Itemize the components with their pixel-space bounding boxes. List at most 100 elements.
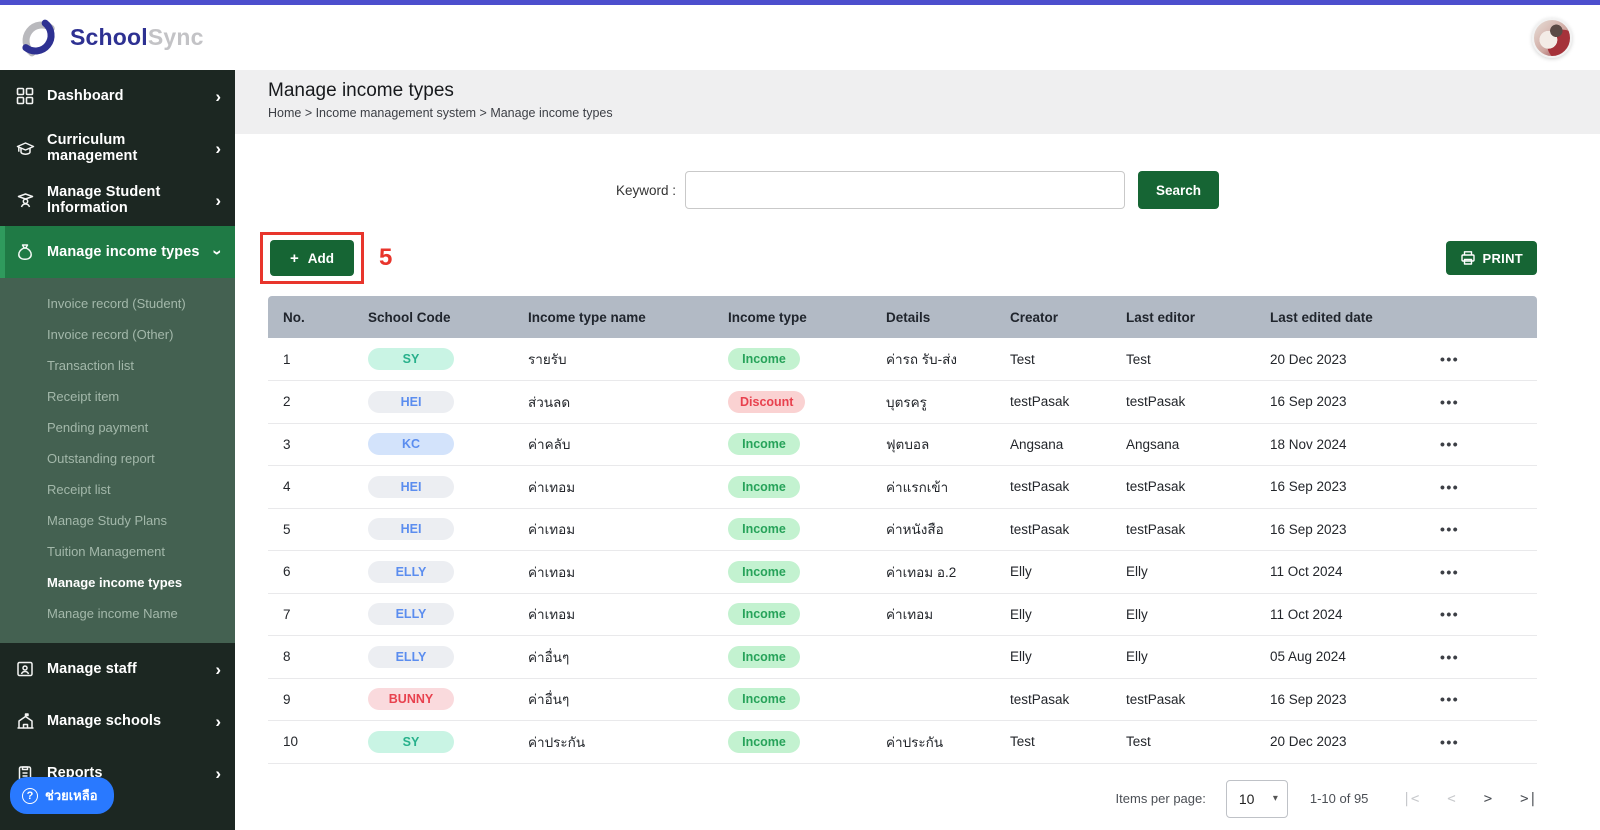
sidebar-subitem-manage-income-types[interactable]: Manage income types	[47, 575, 183, 590]
sidebar-item-curriculum-management[interactable]: Curriculum management ›	[0, 122, 235, 174]
sidebar-subitem-outstanding-report[interactable]: Outstanding report	[47, 451, 155, 466]
brand-logo[interactable]: SchoolSync	[18, 17, 204, 59]
income-type-badge: Income	[728, 645, 800, 668]
table-cell: •••	[1425, 380, 1537, 424]
plus-icon: +	[290, 249, 299, 267]
sidebar-item-manage-staff[interactable]: Manage staff ›	[0, 643, 235, 695]
row-actions-button[interactable]: •••	[1440, 563, 1460, 580]
sidebar-item-manage-student-information[interactable]: Manage Student Information ›	[0, 174, 235, 226]
income-type-name: ค่าประกัน	[513, 720, 713, 764]
sidebar-subitem-manage-income-name[interactable]: Manage income Name	[47, 606, 178, 621]
table-row: 7 ELLY ค่าเทอม Income ค่าเทอม Elly Elly 11 Oct …	[268, 593, 1537, 636]
row-number: 3	[268, 423, 353, 466]
table-cell: Income	[713, 465, 871, 509]
table-row: 6 ELLY ค่าเทอม Income ค่าเทอม อ.2 Elly Elly 11 …	[268, 550, 1537, 594]
graduation-cap-icon	[12, 139, 38, 158]
sidebar-item-dashboard[interactable]: Dashboard ›	[0, 70, 235, 122]
chevron-right-icon: ›	[215, 86, 221, 106]
table-cell: HEI	[353, 508, 513, 551]
sidebar-subitem-pending-payment[interactable]: Pending payment	[47, 420, 149, 435]
help-button-label: ช่วยเหลือ	[45, 788, 98, 803]
help-button[interactable]: ? ช่วยเหลือ	[10, 777, 114, 814]
table-cell: •••	[1425, 678, 1537, 721]
row-actions-button[interactable]: •••	[1440, 393, 1460, 410]
first-page-icon[interactable]: |<	[1402, 790, 1420, 807]
last-page-icon[interactable]: >|	[1520, 790, 1537, 807]
sidebar: Dashboard › Curriculum management › Mana…	[0, 70, 235, 830]
sidebar-subitem-receipt-item[interactable]: Receipt item	[47, 389, 120, 404]
sidebar-subitem-tuition-management[interactable]: Tuition Management	[47, 544, 166, 559]
sidebar-subitem-invoice-record-student-[interactable]: Invoice record (Student)	[47, 296, 186, 311]
chevron-right-icon: ›	[215, 190, 221, 210]
schoolsync-logo-icon	[18, 17, 60, 59]
row-number: 7	[268, 593, 353, 636]
table-header: No. School Code Income type name Income typ…	[268, 296, 1537, 338]
row-actions-button[interactable]: •••	[1440, 478, 1460, 495]
row-actions-button[interactable]: •••	[1440, 733, 1460, 750]
sidebar-subitem-manage-study-plans[interactable]: Manage Study Plans	[47, 513, 167, 528]
row-number: 1	[268, 338, 353, 381]
table-cell: •••	[1425, 465, 1537, 509]
search-button[interactable]: Search	[1138, 171, 1220, 209]
table-cell: Income	[713, 593, 871, 636]
sidebar-subitem-receipt-list[interactable]: Receipt list	[47, 482, 111, 497]
table-row: 5 HEI ค่าเทอม Income ค่าหนังสือ testPasak test…	[268, 508, 1537, 551]
school-code-badge: ELLY	[368, 560, 454, 583]
creator-cell: Elly	[995, 635, 1111, 679]
table-body: 1 SY รายรับ Income ค่ารถ รับ-ส่ง Test Test 20 D…	[268, 338, 1537, 764]
chevron-right-icon: ›	[215, 659, 221, 679]
income-type-name: ค่าเทอม	[513, 465, 713, 509]
main-content: Manage income types Home > Income manage…	[235, 70, 1600, 830]
row-number: 4	[268, 465, 353, 509]
page-size-select[interactable]: 10 ▾	[1225, 779, 1288, 818]
row-actions-button[interactable]: •••	[1440, 691, 1460, 708]
row-number: 10	[268, 720, 353, 764]
table-cell: •••	[1425, 423, 1537, 466]
details-cell: ค่าแรกเข้า	[871, 465, 995, 509]
column-header: Income type	[713, 296, 871, 338]
sidebar-subitem-invoice-record-other-[interactable]: Invoice record (Other)	[47, 327, 174, 342]
user-avatar[interactable]	[1532, 17, 1572, 58]
toolbar-row: + Add 5 PRINT	[260, 232, 1537, 284]
row-number: 6	[268, 550, 353, 594]
question-mark-icon: ?	[22, 787, 38, 804]
last-editor-cell: testPasak	[1111, 465, 1255, 509]
keyword-input[interactable]	[685, 171, 1125, 209]
row-actions-button[interactable]: •••	[1440, 351, 1460, 367]
column-header: Last edited date	[1255, 296, 1425, 338]
row-actions-button[interactable]: •••	[1440, 606, 1460, 623]
school-code-badge: HEI	[368, 475, 454, 498]
row-actions-button[interactable]: •••	[1440, 436, 1460, 453]
income-type-badge: Income	[728, 433, 800, 456]
row-actions-button[interactable]: •••	[1440, 521, 1460, 538]
next-page-icon[interactable]: >	[1483, 790, 1493, 807]
table-cell: Income	[713, 338, 871, 381]
income-type-name: ค่าเทอม	[513, 508, 713, 551]
print-button[interactable]: PRINT	[1445, 241, 1537, 275]
table-cell: BUNNY	[353, 678, 513, 721]
last-editor-cell: Elly	[1111, 550, 1255, 594]
sidebar-submenu: Invoice record (Student) Invoice record (…	[0, 278, 235, 643]
row-number: 9	[268, 678, 353, 721]
details-cell	[871, 678, 995, 721]
income-type-badge: Discount	[728, 390, 806, 413]
sidebar-item-manage-schools[interactable]: Manage schools ›	[0, 695, 235, 747]
income-type-name: ค่าเทอม	[513, 593, 713, 636]
income-types-table: No. School Code Income type name Income typ…	[268, 296, 1537, 764]
pagination: Items per page: 10 ▾ 1-10 of 95 |< < > >…	[268, 779, 1537, 818]
add-button[interactable]: + Add	[270, 240, 355, 276]
table-cell: SY	[353, 720, 513, 764]
sidebar-item-label: Manage schools	[47, 713, 162, 729]
table-cell: •••	[1425, 508, 1537, 551]
sidebar-item-manage-income-types[interactable]: Manage income types ›	[0, 226, 235, 278]
row-actions-button[interactable]: •••	[1440, 648, 1460, 665]
last-edited-date-cell: 20 Dec 2023	[1255, 720, 1425, 764]
last-editor-cell: Elly	[1111, 635, 1255, 679]
income-type-badge: Income	[728, 518, 800, 541]
table-cell: ELLY	[353, 635, 513, 679]
income-type-badge: Income	[728, 560, 800, 583]
staff-badge-icon	[12, 660, 38, 678]
sidebar-subitem-transaction-list[interactable]: Transaction list	[47, 358, 134, 373]
previous-page-icon[interactable]: <	[1447, 790, 1456, 807]
table-row: 1 SY รายรับ Income ค่ารถ รับ-ส่ง Test Test 20 D…	[268, 338, 1537, 381]
